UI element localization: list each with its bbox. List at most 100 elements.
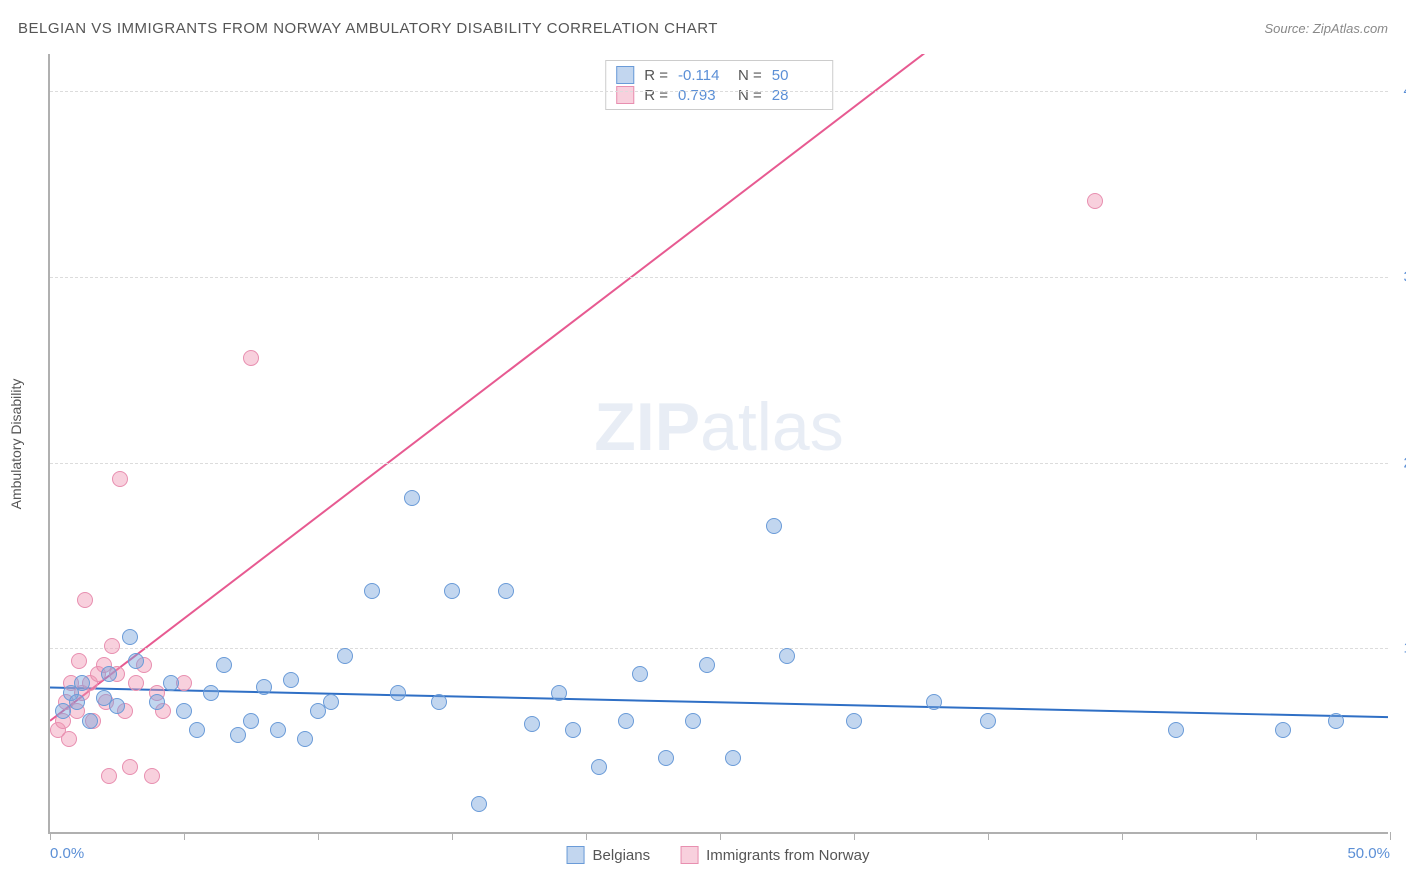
point-belgians <box>243 713 259 729</box>
point-belgians <box>283 672 299 688</box>
plot-area: ZIPatlas R = -0.114 N = 50 R = 0.793 N =… <box>48 54 1388 834</box>
point-belgians <box>685 713 701 729</box>
point-belgians <box>498 583 514 599</box>
point-norway <box>144 768 160 784</box>
x-tick <box>452 832 453 840</box>
point-belgians <box>1275 722 1291 738</box>
legend-norway: Immigrants from Norway <box>680 846 869 864</box>
point-belgians <box>337 648 353 664</box>
point-belgians <box>230 727 246 743</box>
point-belgians <box>444 583 460 599</box>
point-belgians <box>82 713 98 729</box>
bottom-legend: Belgians Immigrants from Norway <box>567 846 870 864</box>
point-belgians <box>256 679 272 695</box>
point-belgians <box>149 694 165 710</box>
source-attribution: Source: ZipAtlas.com <box>1264 21 1388 36</box>
chart-container: Ambulatory Disability ZIPatlas R = -0.11… <box>48 54 1388 834</box>
point-belgians <box>128 653 144 669</box>
chart-title: BELGIAN VS IMMIGRANTS FROM NORWAY AMBULA… <box>18 20 718 37</box>
n-label: N = <box>738 67 762 84</box>
point-belgians <box>163 675 179 691</box>
legend-label-norway: Immigrants from Norway <box>706 847 869 864</box>
point-belgians <box>431 694 447 710</box>
point-norway <box>61 731 77 747</box>
x-tick <box>1122 832 1123 840</box>
point-belgians <box>176 703 192 719</box>
legend-label-belgians: Belgians <box>593 847 651 864</box>
point-belgians <box>101 666 117 682</box>
x-tick <box>854 832 855 840</box>
point-belgians <box>658 750 674 766</box>
grid-line <box>50 91 1388 92</box>
swatch-norway <box>616 86 634 104</box>
point-belgians <box>404 490 420 506</box>
point-norway <box>1087 193 1103 209</box>
point-norway <box>101 768 117 784</box>
x-tick <box>1256 832 1257 840</box>
point-norway <box>243 350 259 366</box>
watermark: ZIPatlas <box>594 388 843 466</box>
swatch-belgians <box>567 846 585 864</box>
point-belgians <box>69 694 85 710</box>
point-belgians <box>980 713 996 729</box>
point-belgians <box>471 796 487 812</box>
x-tick <box>184 832 185 840</box>
x-tick <box>720 832 721 840</box>
x-tick <box>586 832 587 840</box>
y-axis-title: Ambulatory Disability <box>8 379 24 510</box>
point-belgians <box>1328 713 1344 729</box>
n-value-norway: 28 <box>772 87 822 104</box>
point-belgians <box>551 685 567 701</box>
x-tick-label: 50.0% <box>1347 845 1390 862</box>
n-value-belgians: 50 <box>772 67 822 84</box>
x-tick-label: 0.0% <box>50 845 84 862</box>
swatch-norway <box>680 846 698 864</box>
r-value-norway: 0.793 <box>678 87 728 104</box>
point-norway <box>112 471 128 487</box>
point-belgians <box>926 694 942 710</box>
point-belgians <box>524 716 540 732</box>
grid-line <box>50 463 1388 464</box>
point-belgians <box>364 583 380 599</box>
point-belgians <box>618 713 634 729</box>
point-belgians <box>846 713 862 729</box>
point-belgians <box>1168 722 1184 738</box>
point-belgians <box>122 629 138 645</box>
x-tick <box>1390 832 1391 840</box>
point-norway <box>128 675 144 691</box>
point-belgians <box>766 518 782 534</box>
point-belgians <box>725 750 741 766</box>
point-belgians <box>699 657 715 673</box>
x-tick <box>988 832 989 840</box>
stats-row-belgians: R = -0.114 N = 50 <box>616 65 822 85</box>
legend-belgians: Belgians <box>567 846 651 864</box>
point-belgians <box>632 666 648 682</box>
point-norway <box>71 653 87 669</box>
point-belgians <box>323 694 339 710</box>
swatch-belgians <box>616 66 634 84</box>
grid-line <box>50 277 1388 278</box>
r-label: R = <box>644 87 668 104</box>
n-label: N = <box>738 87 762 104</box>
point-belgians <box>297 731 313 747</box>
point-norway <box>104 638 120 654</box>
point-norway <box>77 592 93 608</box>
r-value-belgians: -0.114 <box>678 67 728 84</box>
point-belgians <box>390 685 406 701</box>
point-belgians <box>189 722 205 738</box>
x-tick <box>50 832 51 840</box>
point-belgians <box>779 648 795 664</box>
grid-line <box>50 648 1388 649</box>
stats-box: R = -0.114 N = 50 R = 0.793 N = 28 <box>605 60 833 110</box>
point-belgians <box>109 698 125 714</box>
point-belgians <box>591 759 607 775</box>
x-tick <box>318 832 319 840</box>
point-belgians <box>74 675 90 691</box>
point-belgians <box>565 722 581 738</box>
stats-row-norway: R = 0.793 N = 28 <box>616 85 822 105</box>
r-label: R = <box>644 67 668 84</box>
point-norway <box>122 759 138 775</box>
point-belgians <box>270 722 286 738</box>
point-belgians <box>216 657 232 673</box>
point-belgians <box>203 685 219 701</box>
